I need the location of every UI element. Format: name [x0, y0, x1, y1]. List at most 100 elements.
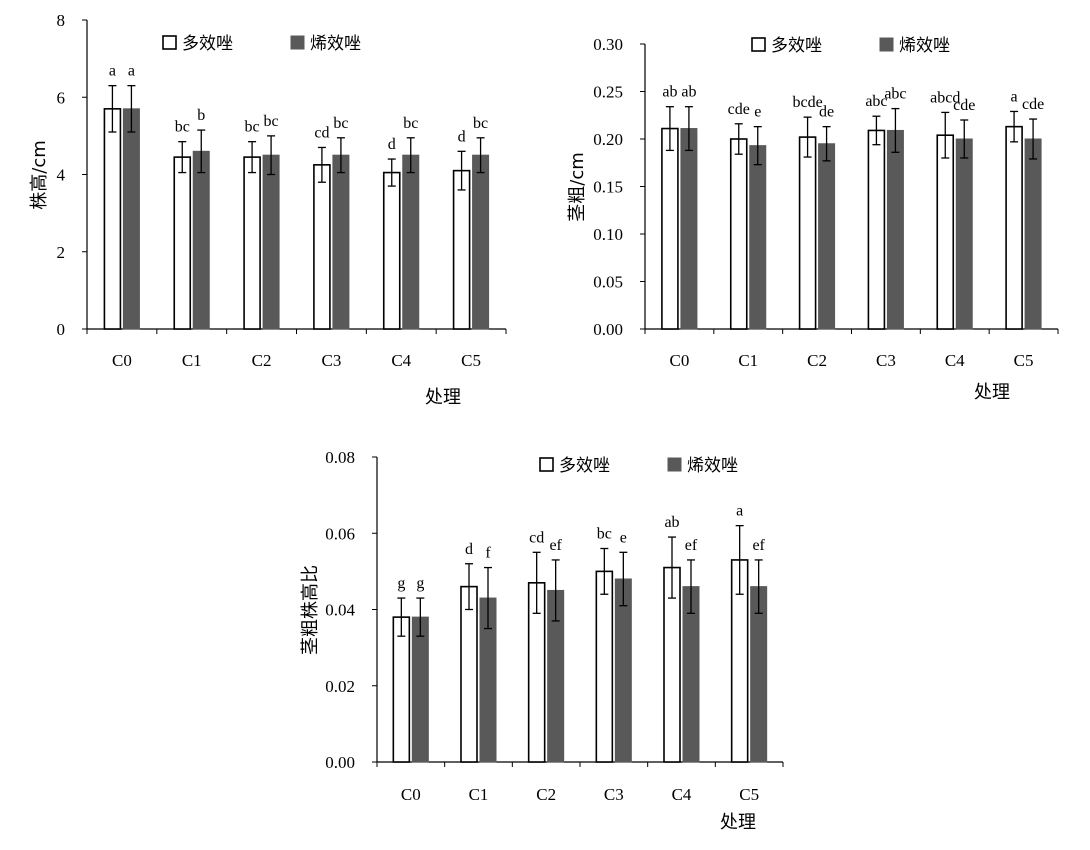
- bar-uniconazole: [955, 138, 973, 330]
- bar-uniconazole: [680, 128, 698, 330]
- significance-letter: cde: [728, 101, 750, 118]
- x-category-label: C5: [1014, 351, 1034, 370]
- significance-letter: ab: [662, 84, 677, 101]
- x-category-label: C2: [536, 785, 556, 804]
- bar-uniconazole: [472, 154, 490, 330]
- x-category-label: C5: [739, 785, 759, 804]
- legend: 多效唑 烯效唑: [751, 36, 950, 56]
- bar-paclobutrazol: [595, 570, 614, 763]
- legend-label-paclobutrazol: 多效唑: [182, 34, 233, 54]
- significance-letter: g: [397, 575, 405, 592]
- legend-label-uniconazole: 烯效唑: [899, 36, 950, 56]
- y-tick-label: 4: [57, 166, 66, 185]
- significance-letter: d: [465, 541, 473, 558]
- bar-uniconazole: [122, 108, 140, 330]
- x-axis-title: 处理: [974, 382, 1010, 403]
- significance-letter: bc: [175, 119, 190, 136]
- y-tick-label: 0.30: [593, 35, 623, 54]
- bar-paclobutrazol: [392, 616, 411, 763]
- bar-uniconazole: [262, 154, 280, 330]
- significance-letter: ab: [664, 514, 679, 531]
- significance-letter: de: [819, 104, 834, 121]
- bar-uniconazole: [614, 578, 632, 763]
- x-category-label: C5: [461, 351, 481, 370]
- bar-uniconazole: [192, 150, 210, 330]
- significance-letter: a: [1011, 88, 1018, 105]
- bar-paclobutrazol: [867, 129, 886, 330]
- bar-paclobutrazol: [1005, 125, 1023, 330]
- x-category-label: C3: [876, 351, 896, 370]
- x-category-label: C1: [738, 351, 758, 370]
- legend-swatch-paclobutrazol: [539, 457, 554, 472]
- significance-letter: bc: [245, 119, 260, 136]
- legend-swatch-uniconazole: [290, 35, 305, 50]
- significance-letter: ef: [752, 537, 765, 554]
- bar-paclobutrazol: [103, 108, 122, 330]
- significance-letter: bc: [473, 115, 488, 132]
- significance-letter: abc: [865, 93, 887, 110]
- x-category-label: C4: [391, 351, 411, 370]
- y-tick-label: 0.06: [325, 524, 355, 543]
- legend: 多效唑 烯效唑: [162, 34, 361, 54]
- significance-letter: e: [620, 529, 627, 546]
- bar-uniconazole: [332, 154, 350, 330]
- significance-letter: a: [109, 63, 116, 80]
- y-tick-label: 0.02: [325, 677, 355, 696]
- legend: 多效唑 烯效唑: [539, 456, 738, 476]
- significance-letter: bcde: [792, 94, 822, 111]
- y-axis-title: 茎粗/cm: [567, 152, 588, 222]
- y-tick-label: 6: [57, 88, 66, 107]
- significance-letter: ef: [685, 537, 698, 554]
- y-tick-label: 8: [57, 11, 66, 30]
- significance-letter: ab: [681, 84, 696, 101]
- significance-letter: a: [128, 63, 135, 80]
- x-category-label: C1: [469, 785, 489, 804]
- y-tick-label: 0.00: [593, 320, 623, 339]
- x-axis-title: 处理: [720, 812, 756, 833]
- legend-label-paclobutrazol: 多效唑: [559, 456, 610, 476]
- significance-letter: ef: [549, 537, 562, 554]
- y-tick-label: 0.04: [325, 601, 355, 620]
- y-tick-label: 0.05: [593, 273, 623, 292]
- significance-letter: f: [485, 545, 491, 562]
- significance-letter: abcd: [930, 89, 960, 106]
- significance-letter: bc: [597, 526, 612, 543]
- bar-paclobutrazol: [173, 156, 192, 330]
- x-category-label: C0: [669, 351, 689, 370]
- bar-paclobutrazol: [460, 585, 478, 763]
- bar-paclobutrazol: [382, 171, 401, 330]
- significance-letter: a: [736, 503, 743, 520]
- bar-paclobutrazol: [729, 138, 748, 330]
- x-category-label: C2: [252, 351, 272, 370]
- y-tick-label: 0: [57, 320, 66, 339]
- significance-letter: cd: [314, 124, 329, 141]
- y-tick-label: 0.10: [593, 225, 623, 244]
- legend-swatch-uniconazole: [879, 37, 894, 52]
- y-tick-label: 0.15: [593, 178, 623, 197]
- legend-label-paclobutrazol: 多效唑: [771, 36, 822, 56]
- y-tick-label: 0.25: [593, 83, 623, 102]
- y-tick-label: 2: [57, 243, 66, 262]
- y-axis-title: 株高/cm: [29, 140, 50, 210]
- legend-swatch-uniconazole: [667, 457, 682, 472]
- significance-letter: b: [197, 107, 205, 124]
- significance-letter: cde: [953, 97, 975, 114]
- significance-letter: bc: [264, 113, 279, 130]
- bar-paclobutrazol: [243, 156, 261, 330]
- bar-uniconazole: [1024, 138, 1042, 330]
- x-category-label: C4: [945, 351, 965, 370]
- x-category-label: C2: [807, 351, 827, 370]
- significance-letter: d: [388, 136, 396, 153]
- significance-letter: cde: [1022, 96, 1044, 113]
- bar-uniconazole: [411, 616, 429, 763]
- bar-uniconazole: [402, 154, 420, 330]
- significance-letter: abc: [884, 86, 906, 103]
- x-category-label: C3: [604, 785, 624, 804]
- significance-letter: g: [416, 575, 424, 592]
- y-tick-label: 0.08: [325, 448, 355, 467]
- bar-paclobutrazol: [452, 169, 471, 330]
